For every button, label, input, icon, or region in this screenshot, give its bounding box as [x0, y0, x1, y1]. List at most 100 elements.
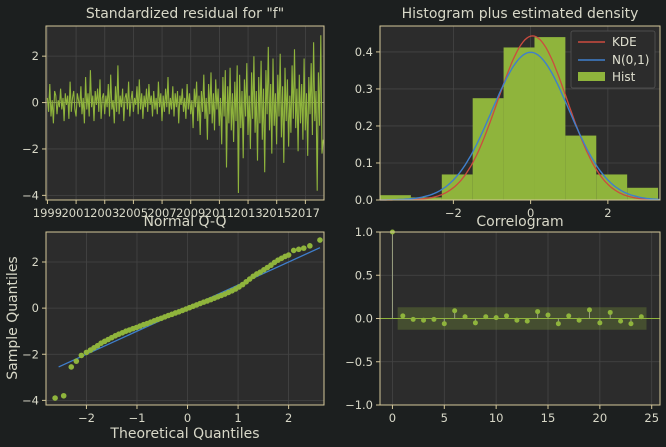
x-tick-label: 2015 [262, 206, 291, 220]
qq-xlabel: Theoretical Quantiles [109, 426, 259, 442]
qq-point [68, 364, 75, 370]
x-tick-label: 0 [527, 206, 534, 220]
y-tick-label: −4 [22, 393, 39, 407]
x-tick-label: −1 [129, 411, 146, 425]
residual-ticks: 1999 2001 2003 2005 2007 2009 2011 2013 2015 2017… [22, 49, 320, 220]
x-tick-label: 2009 [176, 206, 205, 220]
residual-panel: 1999 2001 2003 2005 2007 2009 2011 2013 2015 2017… [22, 6, 325, 220]
acf-marker [472, 320, 478, 326]
y-tick-label: 0.3 [355, 82, 373, 96]
y-tick-label: −4 [22, 188, 39, 202]
correlogram-ticks: 0 5 10 15 20 25 −1.0 −0.5 0.0 0.5 1.0 [345, 225, 659, 425]
histogram-frame [379, 25, 661, 201]
acf-marker [410, 316, 416, 322]
histogram-bars [380, 37, 659, 201]
y-tick-label: 0.4 [355, 45, 373, 59]
acf-marker [441, 321, 447, 327]
acf-marker [607, 309, 613, 315]
x-tick-label: −2 [445, 206, 462, 220]
x-tick-label: 20 [593, 411, 608, 425]
acf-marker [400, 313, 406, 319]
y-tick-label: −0.5 [345, 355, 373, 369]
qq-panel: −2 −1 0 1 2 −4 −2 0 2 Normal Q-Q Theoretical Qua… [5, 214, 325, 442]
x-tick-label: 0 [184, 411, 191, 425]
acf-marker [555, 321, 561, 327]
y-tick-label: 0 [32, 301, 39, 315]
acf-marker [421, 317, 427, 323]
y-tick-label: 0.0 [355, 312, 373, 326]
qq-point [317, 237, 323, 243]
histogram-bar [534, 37, 566, 200]
y-tick-label: 1.0 [355, 225, 373, 239]
y-tick-label: 0 [32, 96, 39, 110]
histogram-bar [627, 187, 659, 200]
histogram-panel: −2 0 2 0.0 0.1 0.2 0.3 0.4 KDE N(0,1) Hist Hist… [355, 6, 661, 220]
qq-point [300, 245, 307, 251]
x-tick-label: −2 [78, 411, 95, 425]
normal-density-line [380, 51, 661, 201]
x-tick-label: 2 [604, 206, 611, 220]
x-tick-label: 2003 [90, 206, 119, 220]
legend-hist-swatch [578, 72, 605, 81]
x-tick-label: 2011 [205, 206, 234, 220]
qq-ticks: −2 −1 0 1 2 −4 −2 0 2 [22, 255, 292, 425]
legend-kde-label: KDE [612, 35, 637, 49]
legend-hist-label: Hist [612, 70, 636, 84]
acf-marker [618, 318, 624, 324]
histogram-bar [472, 98, 504, 200]
qq-point [307, 243, 313, 249]
y-tick-label: 2 [32, 49, 39, 63]
acf-marker [431, 316, 437, 322]
x-tick-label: 5 [441, 411, 448, 425]
x-tick-label: 15 [541, 411, 556, 425]
acf-marker [628, 321, 634, 327]
y-tick-label: −1.0 [345, 398, 373, 412]
acf-marker [504, 313, 510, 319]
histogram-legend: KDE N(0,1) Hist [570, 30, 656, 89]
x-tick-label: 10 [489, 411, 504, 425]
x-tick-label: 1 [234, 411, 241, 425]
acf-marker [576, 317, 582, 323]
y-tick-label: −2 [22, 142, 39, 156]
x-tick-label: 2 [285, 411, 292, 425]
acf-stems [389, 229, 644, 327]
histogram-bar [565, 135, 597, 200]
residual-frame [45, 25, 325, 201]
y-tick-label: 0.5 [355, 268, 373, 282]
x-tick-label: 0 [389, 411, 396, 425]
x-tick-label: 1999 [33, 206, 62, 220]
y-tick-label: −2 [22, 347, 39, 361]
qq-point [285, 252, 292, 258]
qq-point [78, 352, 85, 359]
residual-series-line [46, 35, 324, 194]
qq-frame [45, 231, 325, 406]
acf-marker [597, 320, 603, 326]
acf-marker [524, 318, 530, 324]
x-tick-label: 2005 [119, 206, 148, 220]
y-tick-label: 0.1 [355, 156, 373, 170]
acf-marker [638, 314, 644, 320]
histogram-bar [441, 174, 473, 200]
qq-title: Normal Q-Q [143, 214, 226, 230]
x-tick-label: 2007 [147, 206, 176, 220]
y-tick-label: 2 [32, 255, 39, 269]
acf-marker [462, 314, 468, 320]
legend-normal-label: N(0,1) [612, 53, 649, 67]
acf-marker [535, 309, 541, 315]
qq-point [52, 395, 58, 401]
acf-marker [514, 317, 520, 323]
x-tick-label: 2017 [291, 206, 320, 220]
y-tick-label: 0.0 [355, 193, 373, 207]
histogram-title: Histogram plus estimated density [402, 6, 639, 22]
x-tick-label: 2001 [61, 206, 90, 220]
acf-marker [452, 308, 458, 314]
correlogram-title: Correlogram [476, 214, 563, 230]
qq-point [73, 358, 80, 364]
y-tick-label: 0.2 [355, 119, 373, 133]
correlogram-panel: 0 5 10 15 20 25 −1.0 −0.5 0.0 0.5 1.0 Correlogram [345, 214, 661, 425]
histogram-ticks: −2 0 2 0.0 0.1 0.2 0.3 0.4 [355, 45, 612, 220]
qq-point [295, 246, 302, 253]
histogram-bar [380, 195, 411, 200]
acf-marker [566, 313, 572, 319]
